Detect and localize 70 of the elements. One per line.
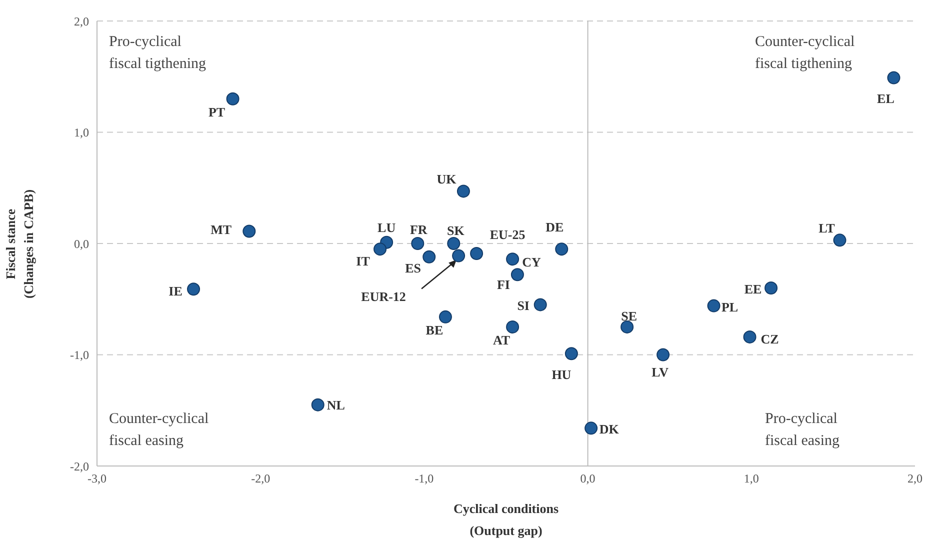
x-tick-label: -2,0 bbox=[251, 472, 270, 486]
point bbox=[447, 237, 460, 250]
annotation: LT bbox=[818, 220, 836, 236]
point bbox=[456, 184, 470, 198]
annotation: FI bbox=[496, 277, 510, 292]
annotation: LU bbox=[378, 220, 396, 235]
y-tick-label: 2,0 bbox=[74, 14, 89, 28]
x-tick-label: 2,0 bbox=[908, 472, 922, 486]
point bbox=[510, 268, 524, 282]
x-tick-label: 0,0 bbox=[580, 472, 596, 486]
annotation: SI bbox=[517, 298, 530, 314]
point bbox=[743, 330, 756, 344]
y-tick-label: -2,0 bbox=[70, 459, 89, 474]
point bbox=[506, 320, 520, 334]
y-axis-title: Fiscal stance (Changes in CAPB) bbox=[2, 188, 37, 300]
annotation: SK bbox=[446, 223, 466, 238]
annotation: SE bbox=[621, 308, 638, 324]
point bbox=[438, 310, 452, 324]
annotation: CZ bbox=[760, 331, 780, 346]
annotation: ES bbox=[405, 260, 422, 276]
point bbox=[506, 252, 520, 266]
annotation: BE bbox=[426, 322, 444, 338]
point bbox=[470, 247, 484, 260]
annotation: Pro-cyclical fiscal tigthening bbox=[109, 33, 206, 74]
point bbox=[374, 242, 387, 256]
annotation: EU-25 bbox=[490, 227, 526, 242]
point bbox=[764, 282, 778, 294]
point bbox=[620, 320, 634, 334]
point bbox=[887, 71, 900, 84]
x-tick-label: -3,0 bbox=[88, 472, 106, 486]
annotation: CY bbox=[522, 254, 542, 270]
point bbox=[422, 250, 436, 264]
point bbox=[555, 242, 568, 256]
annotation: HU bbox=[552, 367, 572, 382]
annotation: IE bbox=[168, 284, 182, 299]
annotation: EL bbox=[877, 91, 895, 106]
point bbox=[656, 348, 670, 362]
point bbox=[311, 398, 324, 412]
point bbox=[226, 92, 240, 106]
annotation: Pro-cyclical fiscal easing bbox=[765, 410, 840, 451]
annotation: Counter-cyclical fiscal tigthening bbox=[755, 33, 855, 74]
point bbox=[534, 298, 547, 312]
point bbox=[564, 347, 578, 360]
y-tick-label: 0,0 bbox=[74, 236, 89, 251]
point bbox=[242, 224, 256, 238]
annotation: DE bbox=[546, 220, 564, 235]
annotation: EE bbox=[744, 282, 762, 296]
x-tick-label: -1,0 bbox=[414, 472, 434, 486]
y-tick-label: -1,0 bbox=[70, 348, 89, 362]
annotation: PL bbox=[721, 299, 738, 314]
point bbox=[833, 234, 846, 247]
annotation: PT bbox=[208, 104, 226, 120]
annotation: UK bbox=[436, 172, 458, 187]
annotation: MT bbox=[210, 222, 232, 237]
annotation: FR bbox=[410, 222, 428, 237]
point bbox=[707, 299, 720, 312]
annotation: AT bbox=[492, 332, 510, 348]
annotation: NL bbox=[326, 397, 346, 412]
y-tick-label: 1,0 bbox=[74, 126, 89, 140]
x-tick-label: 1,0 bbox=[744, 472, 759, 486]
annotation: EUR-12 bbox=[361, 289, 406, 304]
point bbox=[452, 249, 466, 262]
annotation: DK bbox=[599, 422, 620, 437]
point bbox=[411, 237, 424, 250]
point bbox=[584, 422, 598, 435]
x-axis-title: Cyclical conditions (Output gap) bbox=[452, 500, 560, 540]
annotation: LV bbox=[652, 364, 670, 380]
annotation: Counter-cyclical fiscal easing bbox=[109, 410, 209, 451]
point bbox=[187, 282, 200, 296]
annotation: IT bbox=[356, 254, 370, 269]
